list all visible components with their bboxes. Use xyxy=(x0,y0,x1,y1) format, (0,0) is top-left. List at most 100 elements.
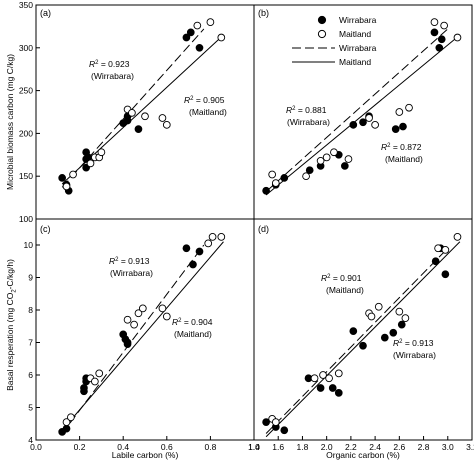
panel-d-xtick-label-3: 2.0 xyxy=(321,442,333,452)
panel-c-r2-maitland: R2 = 0.904 xyxy=(172,317,213,327)
panel-a-ytick-label-5: 350 xyxy=(19,0,33,10)
panel-c-xtick-label-0: 0.0 xyxy=(30,442,42,452)
panel-d-point-wirrabara-6 xyxy=(334,389,343,397)
panel-d-point-maitland-11 xyxy=(434,244,442,253)
panel-a-name-wirrabara: (Wirrabara) xyxy=(91,71,134,81)
panel-d-point-wirrabara-2 xyxy=(280,426,289,435)
panel-d-r2-maitland: R2 = 0.901 xyxy=(321,273,362,283)
panel-a-point-wirrabara-0 xyxy=(58,174,67,182)
panel-a-point-wirrabara-12 xyxy=(186,28,195,37)
legend-maitland-marker xyxy=(317,29,327,39)
panel-a-point-maitland-8 xyxy=(141,112,149,121)
panel-b-point-maitland-13 xyxy=(453,33,462,42)
panel-a-r2-wirrabara: R2 = 0.923 xyxy=(89,59,130,69)
panel-d-point-wirrabara-11 xyxy=(397,320,406,329)
panel-d-xtick-label-9: 3.2 xyxy=(466,442,474,452)
panel-d-name-maitland: (Maitland) xyxy=(326,285,364,295)
panel-d-name-wirrabara: (Wirrabara) xyxy=(393,350,436,360)
panel-d-point-maitland-4 xyxy=(325,374,333,383)
panel-d-xtick-label-7: 2.8 xyxy=(418,442,430,452)
panel-b-point-wirrabara-6 xyxy=(340,162,349,170)
panel-c-ytick-label-3: 7 xyxy=(28,338,33,348)
panel-b-name-wirrabara: (Wirrabara) xyxy=(287,117,330,127)
panel-c-point-wirrabara-12 xyxy=(195,247,204,256)
panel-c-name-maitland: (Maitland) xyxy=(174,329,212,339)
legend-wirrabara-points-label: Wirrabara xyxy=(339,15,377,25)
panel-d-point-wirrabara-0 xyxy=(262,418,270,426)
panel-a-point-wirrabara-10 xyxy=(134,125,143,133)
panel-a-point-maitland-12 xyxy=(206,18,215,26)
panel-b-point-maitland-7 xyxy=(365,114,373,122)
panel-b-point-maitland-0 xyxy=(268,170,277,179)
legend: Wirrabara Maitland Wirrabara Maitland xyxy=(292,15,377,67)
panel-d-point-wirrabara-5 xyxy=(328,384,337,392)
panel-c-r2-wirrabara: R2 = 0.913 xyxy=(109,256,150,266)
panel-c-point-wirrabara-11 xyxy=(189,260,197,269)
panel-c-point-maitland-9 xyxy=(158,304,167,313)
panel-c-label: (c) xyxy=(40,224,51,234)
panel-d-label: (d) xyxy=(258,224,269,234)
panel-d-xtick-label-5: 2.4 xyxy=(369,442,381,452)
panel-d-frame xyxy=(253,218,473,441)
legend-maitland-points-label: Maitland xyxy=(339,29,371,39)
panel-a-label: (a) xyxy=(40,8,51,18)
panel-d-point-maitland-9 xyxy=(395,307,404,316)
panel-b-point-wirrabara-2 xyxy=(280,174,289,182)
panel-a-point-maitland-1 xyxy=(69,170,77,179)
panel-b-fit-wirrabara-dashed xyxy=(265,28,449,192)
panel-d-xtick-label-1: 1.6 xyxy=(272,442,284,452)
panel-c-xtick-label-3: 0.6 xyxy=(161,442,173,452)
panel-c-xtick-label-5: 1.0 xyxy=(248,442,260,452)
panel-c-point-maitland-0 xyxy=(62,418,71,426)
panel-d-point-wirrabara-9 xyxy=(380,333,389,342)
panel-a-ytick-label-2: 200 xyxy=(19,128,33,138)
panel-b-fit-maitland-solid xyxy=(265,34,461,196)
panel-b-point-wirrabara-14 xyxy=(437,35,446,44)
panel-a-ytick-label-1: 150 xyxy=(19,171,33,181)
panel-d-point-maitland-13 xyxy=(453,233,462,241)
panel-a-point-maitland-9 xyxy=(158,114,167,122)
panel-b-point-maitland-3 xyxy=(316,156,325,165)
panel-b-r2-wirrabara: R2 = 0.881 xyxy=(286,105,327,115)
panel-a-ytick-label-3: 250 xyxy=(19,86,33,96)
panel-d-xtick-label-8: 3.0 xyxy=(442,442,454,452)
panel-d-xtick-label-0: 1.4 xyxy=(248,442,260,452)
panel-b-r2-maitland: R2 = 0.872 xyxy=(381,142,422,152)
panel-b-point-wirrabara-12 xyxy=(430,28,439,37)
panel-d: (d) R2 = 0.901 (Maitland) R2 = 0.913 (Wi… xyxy=(248,218,474,460)
panel-b-point-maitland-11 xyxy=(430,18,439,26)
panel-c-point-maitland-10 xyxy=(162,312,171,321)
panel-c: (c) R2 = 0.913 (Wirrabara) R2 = 0.904 (M… xyxy=(24,218,260,460)
panel-d-point-maitland-3 xyxy=(319,371,327,379)
panel-a-r2-maitland: R2 = 0.905 xyxy=(184,95,225,105)
panel-d-point-wirrabara-4 xyxy=(316,384,325,392)
panel-c-point-maitland-12 xyxy=(208,233,217,241)
panel-a-point-maitland-0 xyxy=(62,182,71,191)
panel-c-ytick-label-4: 8 xyxy=(28,305,33,315)
panel-c-point-maitland-6 xyxy=(130,320,138,329)
panel-c-xtick-label-4: 0.8 xyxy=(204,442,216,452)
panel-d-point-maitland-1 xyxy=(271,418,280,426)
panel-c-point-maitland-7 xyxy=(134,309,143,318)
panel-c-xtick-label-2: 0.4 xyxy=(117,442,129,452)
panel-c-ytick-label-1: 5 xyxy=(28,403,33,413)
panel-c-point-wirrabara-3 xyxy=(80,384,88,392)
panel-a-name-maitland: (Maitland) xyxy=(189,107,227,117)
panel-b-point-maitland-12 xyxy=(440,21,448,30)
panel-a-fit-wirrabara-dashed xyxy=(61,28,205,188)
panel-d-fit-maitland-solid xyxy=(265,241,461,438)
panel-d-point-maitland-12 xyxy=(441,246,450,254)
ylabel-microbial-biomass: Microbial biomass carbon (mg C/kg) xyxy=(5,54,15,190)
panel-d-point-wirrabara-8 xyxy=(359,341,367,350)
panel-c-ytick-label-5: 9 xyxy=(28,273,33,283)
panel-b-point-wirrabara-0 xyxy=(262,186,270,195)
panel-d-xtick-label-4: 2.2 xyxy=(345,442,357,452)
panel-c-point-wirrabara-9 xyxy=(123,340,132,348)
panel-c-point-maitland-3 xyxy=(91,377,99,386)
panel-a-point-maitland-11 xyxy=(193,21,202,30)
panel-d-fit-wirrabara-dashed xyxy=(265,247,449,434)
panel-d-point-wirrabara-10 xyxy=(389,328,398,337)
panel-a-ytick-label-4: 300 xyxy=(19,43,33,53)
panel-c-point-wirrabara-1 xyxy=(62,424,71,433)
